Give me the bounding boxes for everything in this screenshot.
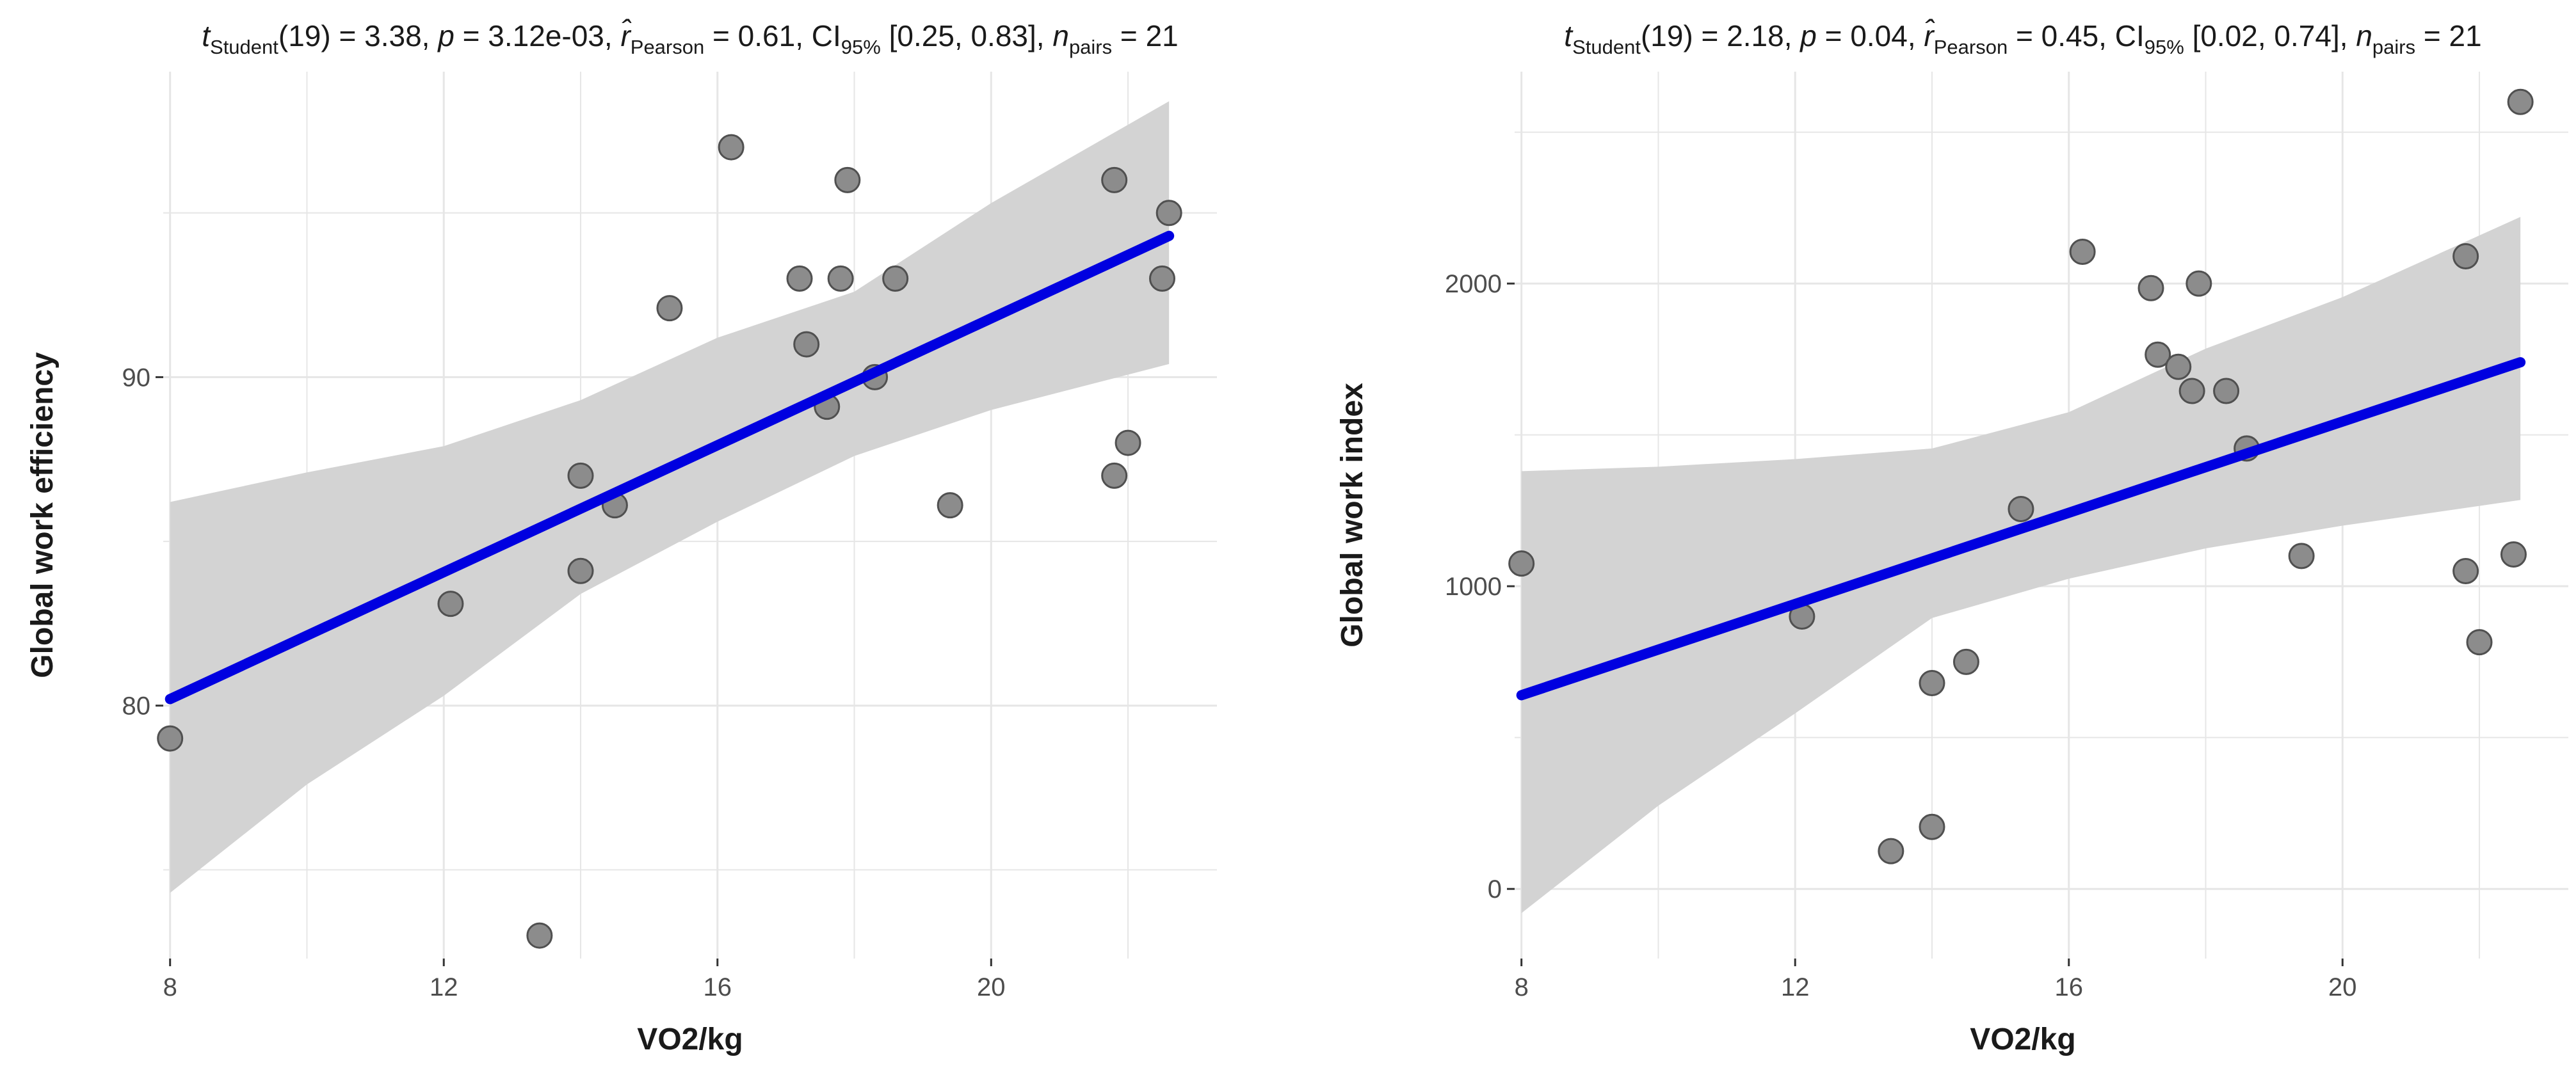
y-tick-label: 90: [122, 363, 151, 392]
data-point: [2213, 378, 2240, 404]
data-point: [526, 922, 553, 949]
data-point: [827, 265, 854, 292]
data-point: [1155, 200, 1182, 227]
data-point: [656, 295, 683, 322]
y-axis-title-left: Global work efficiency: [26, 352, 60, 678]
x-tick-label: 16: [2055, 973, 2084, 1001]
x-tick-labels-left: 8 12 16 20: [163, 959, 1006, 1001]
data-point: [1919, 813, 1945, 840]
data-point: [1878, 838, 1904, 864]
data-point: [2008, 496, 2034, 523]
y-axis-title-right: Global work index: [1335, 383, 1369, 648]
data-point: [1115, 429, 1141, 456]
regression-line-left: [165, 230, 1175, 705]
data-point: [157, 725, 184, 752]
data-point: [1101, 462, 1128, 489]
x-tick-label: 12: [1781, 973, 1810, 1001]
data-point: [567, 462, 594, 489]
data-point: [937, 492, 963, 519]
data-point: [437, 591, 464, 617]
data-point: [2466, 629, 2493, 656]
data-point: [793, 331, 820, 358]
data-point: [2165, 353, 2192, 380]
data-point: [2178, 378, 2205, 404]
data-point: [2186, 270, 2212, 297]
x-tick-label: 20: [2328, 973, 2357, 1001]
data-point: [2500, 541, 2527, 568]
data-point: [2069, 238, 2096, 265]
data-point: [882, 265, 909, 292]
y-tick-labels-left: 80 90: [122, 363, 163, 721]
data-point: [567, 557, 594, 584]
x-tick-label: 20: [977, 973, 1006, 1001]
subtitle-right: tStudent(19) = 2.18, p = 0.04, r̂Pearson…: [1564, 19, 2481, 58]
data-point: [1508, 550, 1535, 577]
data-point: [2145, 341, 2171, 368]
x-tick-label: 8: [1515, 973, 1529, 1001]
regression-line-right: [1516, 357, 2526, 701]
data-point: [1952, 648, 1979, 675]
data-point: [1148, 265, 1175, 292]
points-left: [157, 134, 1182, 949]
data-point: [2452, 243, 2479, 270]
y-tick-labels-right: 0 1000 2000: [1445, 270, 1515, 904]
chart-right: 0 1000 2000 8 12 16 20 tStudent(19) = 2.18, p…: [1335, 19, 2568, 1056]
chart-left: 80 90 8 12 16 20 tStudent(19) = 3.38, p = 3.…: [26, 19, 1217, 1056]
y-tick-label: 2000: [1445, 270, 1502, 298]
y-tick-label: 80: [122, 692, 151, 721]
x-tick-label: 12: [430, 973, 458, 1001]
data-point: [1101, 166, 1128, 193]
ci-band-right: [1521, 217, 2521, 914]
data-point: [2507, 88, 2534, 115]
data-point: [2288, 543, 2315, 569]
data-point: [834, 166, 861, 193]
ci-band-left: [170, 101, 1170, 893]
data-point: [2452, 558, 2479, 585]
data-point: [1919, 670, 1945, 697]
y-tick-label: 1000: [1445, 573, 1502, 601]
x-tick-label: 16: [704, 973, 732, 1001]
x-axis-title-left: VO2/kg: [637, 1023, 743, 1056]
data-point: [786, 265, 813, 292]
x-tick-label: 8: [163, 973, 177, 1001]
y-tick-label: 0: [1488, 875, 1502, 904]
data-point: [718, 134, 745, 161]
subtitle-left: tStudent(19) = 3.38, p = 3.12e-03, r̂Pea…: [202, 19, 1179, 58]
x-tick-labels-right: 8 12 16 20: [1515, 959, 2357, 1001]
x-axis-title-right: VO2/kg: [1970, 1023, 2075, 1056]
data-point: [2137, 275, 2164, 301]
